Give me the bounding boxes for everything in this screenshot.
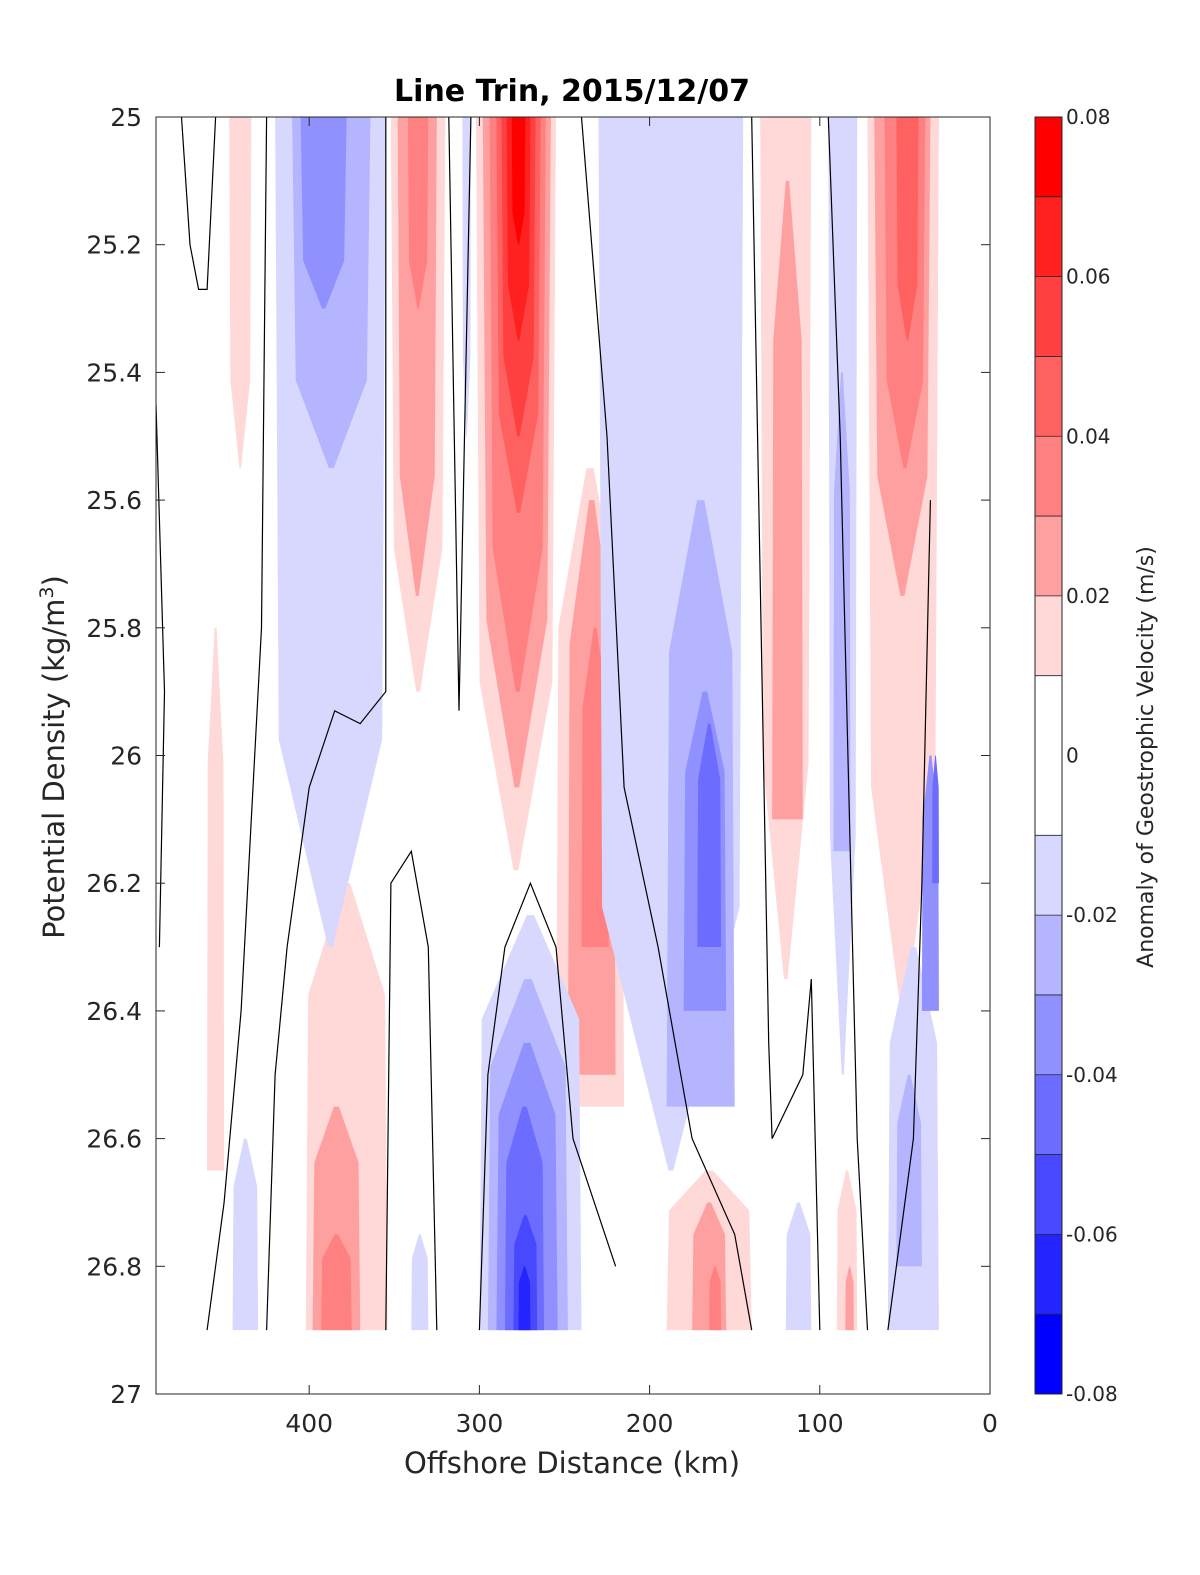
zero-contour-line <box>206 117 268 1331</box>
contour-region <box>407 117 429 309</box>
colorbar-band <box>1035 436 1062 517</box>
contour-region <box>833 372 851 852</box>
zero-contour-line <box>580 117 753 1331</box>
colorbar-tick-label: 0 <box>1066 744 1079 768</box>
y-tick-label: 26.2 <box>86 869 142 898</box>
x-axis-ticks: 400 300 200 100 0 <box>285 117 998 1438</box>
y-tick-label: 25.6 <box>86 486 142 515</box>
y-tick-label: 25.2 <box>86 231 142 260</box>
contour-region <box>785 1202 812 1331</box>
x-axis-label: Offshore Distance (km) <box>404 1446 740 1480</box>
colorbar-tick-label: -0.06 <box>1066 1222 1118 1246</box>
contour-region <box>511 117 526 245</box>
zero-contour-line <box>827 117 869 1331</box>
y-tick-label: 26 <box>110 742 142 771</box>
y-tick-label: 26.6 <box>86 1125 142 1154</box>
contour-region <box>845 1266 854 1331</box>
contour-region <box>232 1138 259 1331</box>
contour-region <box>229 117 252 469</box>
contour-region <box>709 1266 722 1331</box>
contour-region <box>207 627 225 1171</box>
colorbar-band <box>1035 196 1062 277</box>
colorbar-tick-label: 0.06 <box>1066 265 1111 289</box>
contour-region <box>411 1234 429 1331</box>
contour-region <box>321 1234 352 1331</box>
zero-contour-line <box>751 117 821 1331</box>
colorbar-tick-label: -0.02 <box>1066 903 1118 927</box>
colorbar-tick-label: 0.02 <box>1066 584 1111 608</box>
zero-contour-line <box>887 500 931 1331</box>
colorbar: 0.08 0.06 0.04 0.02 0 -0.02 -0.04 -0.06 -0.08 <box>1034 105 1118 1406</box>
colorbar-label: Anomaly of Geostrophic Velocity (m/s) <box>1134 546 1159 968</box>
colorbar-band <box>1035 994 1062 1075</box>
colorbar-band <box>1035 516 1062 596</box>
colorbar-band <box>1035 117 1062 197</box>
colorbar-band <box>1035 356 1062 437</box>
y-tick-label: 25.8 <box>86 614 142 643</box>
x-tick-label: 100 <box>796 1409 844 1438</box>
zero-contours <box>156 117 931 1331</box>
colorbar-band <box>1035 1154 1062 1235</box>
contour-fills <box>207 117 939 1331</box>
chart-title: Line Trin, 2015/12/07 <box>394 74 750 109</box>
y-axis-label: Potential Density (kg/m3) <box>36 575 71 939</box>
contour-region <box>932 755 939 884</box>
colorbar-tick-label: 0.04 <box>1066 424 1111 448</box>
colorbar-tick-label: 0.08 <box>1066 105 1111 129</box>
colorbar-frame <box>1034 116 1063 1395</box>
y-axis-ticks: 25 25.2 25.4 25.6 25.8 26 26.2 26.4 26.6 26.8 27 <box>86 103 990 1409</box>
x-tick-label: 400 <box>285 1409 333 1438</box>
x-tick-label: 300 <box>456 1409 504 1438</box>
zero-contour-line <box>448 117 472 711</box>
zero-contour-line <box>478 881 617 1331</box>
y-tick-label: 25.4 <box>86 358 142 387</box>
contour-region <box>300 117 347 309</box>
contour-region <box>896 117 919 341</box>
colorbar-band <box>1035 915 1062 995</box>
y-tick-label: 26.4 <box>86 997 142 1026</box>
colorbar-band <box>1035 1074 1062 1155</box>
colorbar-tick-label: -0.08 <box>1066 1382 1118 1406</box>
y-tick-label: 27 <box>110 1380 142 1409</box>
zero-contour-line <box>266 117 387 1331</box>
x-tick-label: 0 <box>982 1409 998 1438</box>
colorbar-band <box>1035 835 1062 916</box>
colorbar-tick-label: -0.04 <box>1066 1063 1118 1087</box>
colorbar-band <box>1035 1234 1062 1315</box>
zero-contour-line <box>385 849 438 1331</box>
contour-region <box>518 1266 531 1331</box>
contour-region <box>697 723 722 948</box>
colorbar-band <box>1035 1314 1062 1394</box>
y-tick-label: 25 <box>110 103 142 132</box>
colorbar-band <box>1035 595 1062 676</box>
colorbar-band <box>1035 675 1062 836</box>
x-tick-label: 200 <box>626 1409 674 1438</box>
contour-region <box>772 180 803 820</box>
zero-contour-line <box>180 117 217 290</box>
colorbar-band <box>1035 276 1062 357</box>
y-tick-label: 26.8 <box>86 1252 142 1281</box>
